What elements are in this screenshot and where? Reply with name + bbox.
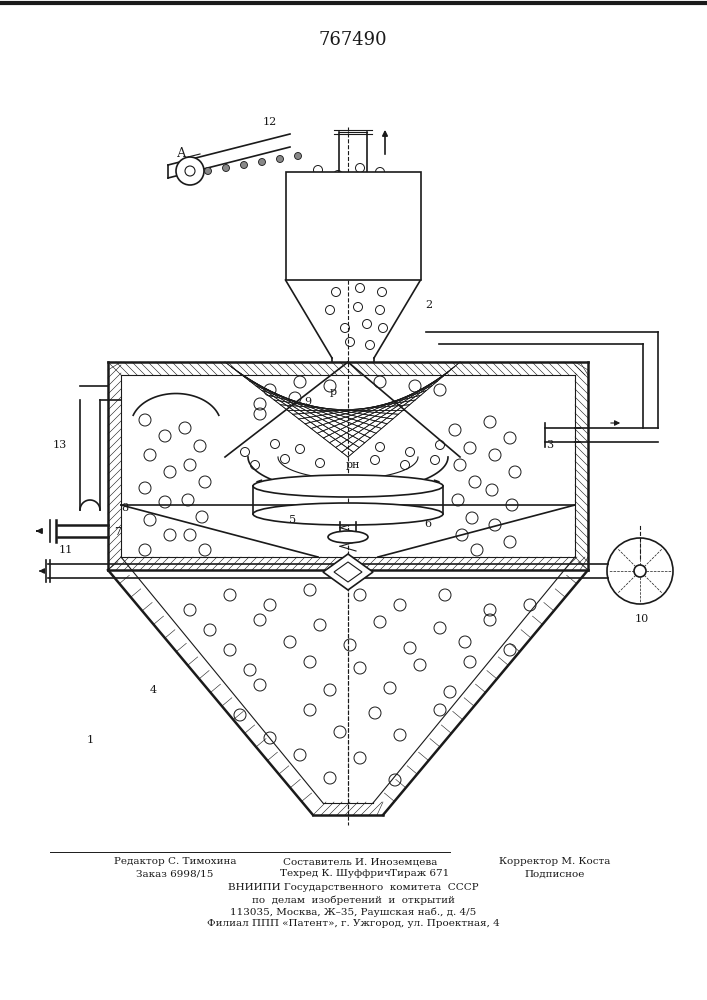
Circle shape <box>223 164 230 172</box>
Text: рн: рн <box>346 460 361 470</box>
Text: Корректор М. Коста: Корректор М. Коста <box>499 857 611 866</box>
Text: Заказ 6998/15: Заказ 6998/15 <box>136 869 214 879</box>
Ellipse shape <box>328 531 368 543</box>
Circle shape <box>276 155 284 162</box>
Circle shape <box>295 152 301 159</box>
Text: 11: 11 <box>59 545 73 555</box>
Text: А: А <box>177 147 187 160</box>
Text: 8: 8 <box>122 503 129 513</box>
Text: 7: 7 <box>115 527 122 537</box>
Text: по  делам  изобретений  и  открытий: по делам изобретений и открытий <box>252 895 455 905</box>
Text: 1: 1 <box>86 735 93 745</box>
Text: 5: 5 <box>289 515 296 525</box>
Ellipse shape <box>253 475 443 497</box>
Text: ВНИИПИ Государственного  комитета  СССР: ВНИИПИ Государственного комитета СССР <box>228 884 479 892</box>
Text: 9: 9 <box>305 397 312 407</box>
Text: 767490: 767490 <box>319 31 387 49</box>
Text: Техред К. Шуффрич: Техред К. Шуффрич <box>280 869 390 879</box>
Text: Редактор С. Тимохина: Редактор С. Тимохина <box>114 857 236 866</box>
Polygon shape <box>334 562 362 582</box>
Polygon shape <box>323 554 373 590</box>
Text: 3: 3 <box>547 440 554 450</box>
Circle shape <box>185 166 195 176</box>
Circle shape <box>176 157 204 185</box>
Text: 113035, Москва, Ж–35, Раушская наб., д. 4/5: 113035, Москва, Ж–35, Раушская наб., д. … <box>230 907 476 917</box>
Text: 6: 6 <box>424 519 431 529</box>
Circle shape <box>634 565 646 577</box>
Ellipse shape <box>253 503 443 525</box>
Circle shape <box>259 158 266 165</box>
Text: Тираж 671: Тираж 671 <box>390 869 450 879</box>
Text: Подписное: Подписное <box>525 869 585 879</box>
Circle shape <box>204 167 211 174</box>
Text: 10: 10 <box>635 614 649 624</box>
Text: р: р <box>329 387 337 397</box>
Text: 12: 12 <box>263 117 277 127</box>
Text: 13: 13 <box>53 440 67 450</box>
Text: 2: 2 <box>425 300 432 310</box>
Text: Составитель И. Иноземцева: Составитель И. Иноземцева <box>283 857 437 866</box>
Bar <box>286 172 421 280</box>
Text: 4: 4 <box>149 685 156 695</box>
Text: Филиал ППП «Патент», г. Ужгород, ул. Проектная, 4: Филиал ППП «Патент», г. Ужгород, ул. Про… <box>206 920 499 928</box>
Circle shape <box>240 161 247 168</box>
